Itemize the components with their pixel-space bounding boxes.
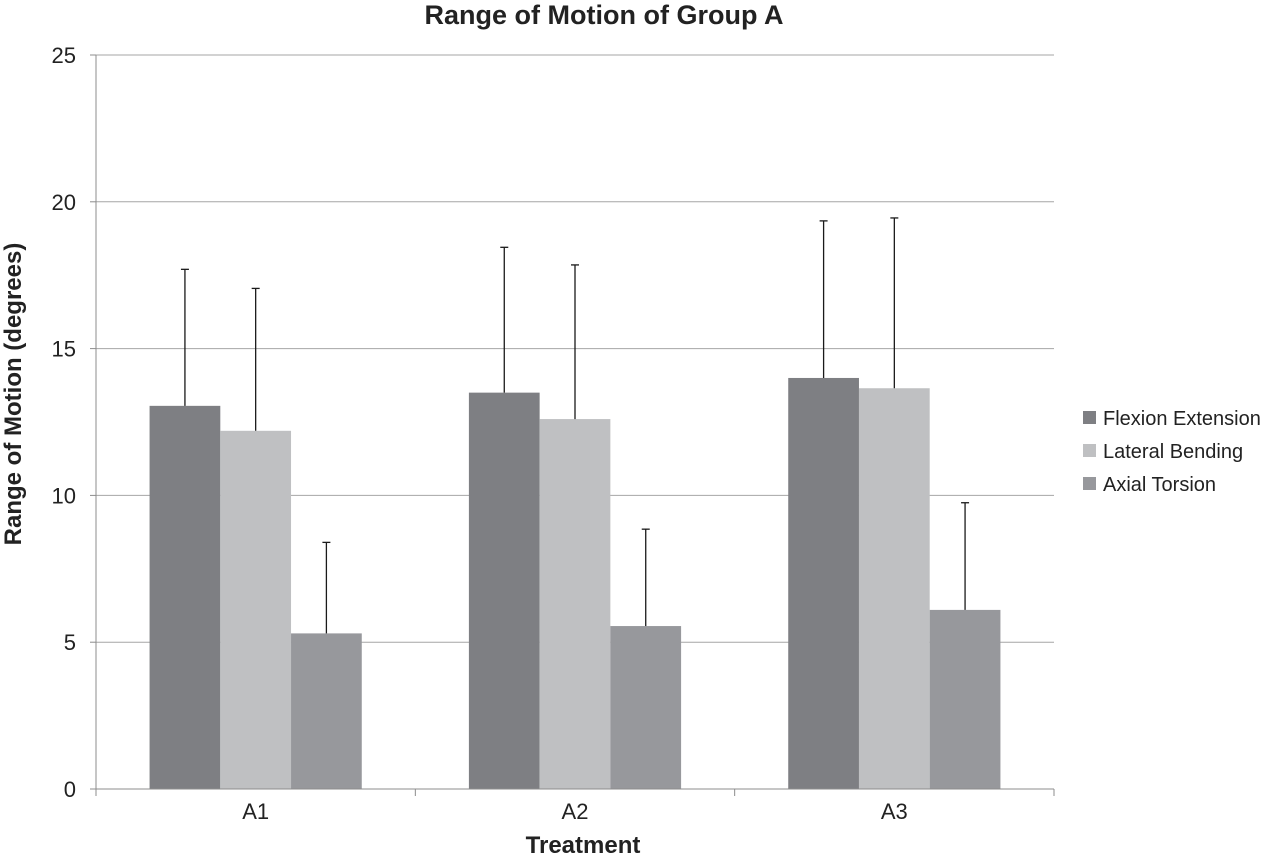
legend-swatch — [1083, 411, 1096, 424]
bar — [539, 419, 611, 789]
bar — [149, 405, 221, 789]
y-tick-label: 20 — [52, 190, 76, 215]
y-tick-label: 25 — [52, 43, 76, 68]
legend-swatch — [1083, 477, 1096, 490]
y-tick-label: 0 — [64, 777, 76, 802]
bar — [929, 609, 1001, 789]
error-bars-layer — [180, 217, 970, 634]
bar — [291, 633, 362, 789]
legend-label: Lateral Bending — [1103, 441, 1243, 463]
y-tick-label: 10 — [52, 483, 76, 508]
x-axis-title: Treatment — [526, 832, 641, 856]
bar — [468, 392, 540, 789]
y-axis-title: Range of Motion (degrees) — [0, 243, 27, 546]
legend-label: Flexion Extension — [1103, 408, 1261, 430]
legend-swatch — [1083, 444, 1096, 457]
x-tick-label: A1 — [242, 799, 269, 824]
axes — [90, 54, 1055, 796]
y-tick-labels: 0 5 10 15 20 25 — [52, 43, 76, 802]
y-tick-label: 15 — [52, 337, 76, 362]
bars-layer — [149, 377, 1001, 789]
x-tick-label: A3 — [881, 799, 908, 824]
y-tick-label: 5 — [64, 630, 76, 655]
x-tick-label: A2 — [562, 799, 589, 824]
chart-title: Range of Motion of Group A — [425, 0, 784, 30]
bar — [788, 377, 859, 789]
bar — [220, 430, 292, 789]
legend-label: Axial Torsion — [1103, 474, 1216, 496]
bar — [858, 388, 930, 789]
legend: Flexion Extension Lateral Bending Axial To… — [1083, 408, 1261, 496]
x-tick-labels: A1 A2 A3 — [242, 799, 908, 824]
bar — [610, 626, 682, 789]
